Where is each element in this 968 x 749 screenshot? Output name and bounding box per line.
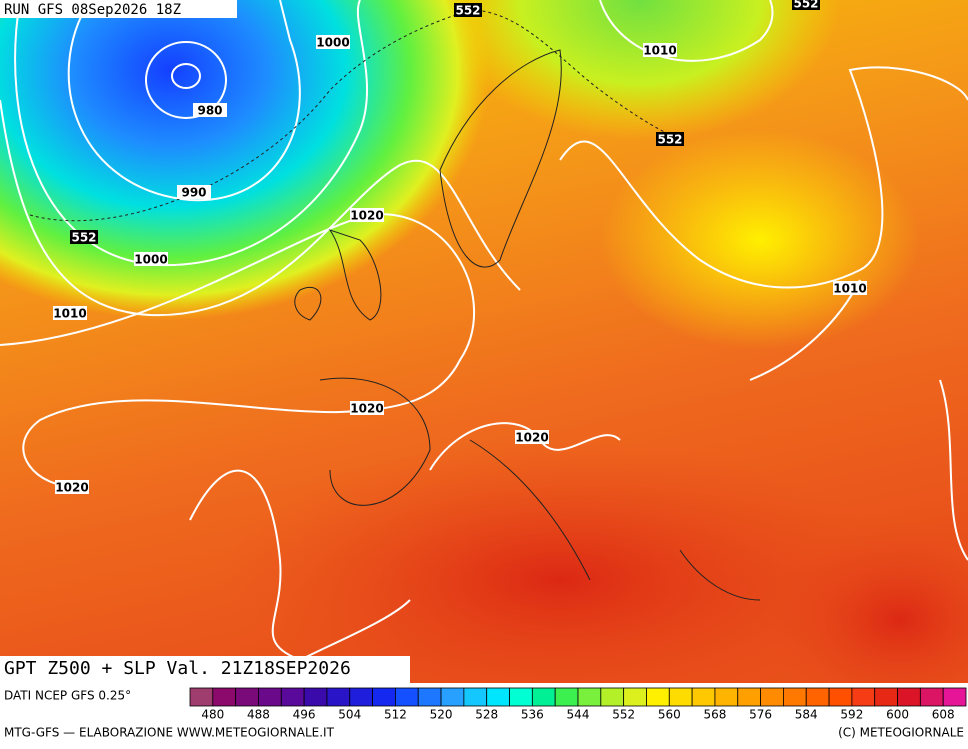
isobars bbox=[0, 0, 968, 660]
isobar-label: 1020 bbox=[55, 481, 88, 495]
map-field bbox=[0, 0, 968, 720]
isobar-label: 1010 bbox=[643, 44, 676, 58]
isobar-label-bg bbox=[193, 103, 227, 117]
colorbar-swatch bbox=[235, 687, 259, 707]
isobar-label-bg bbox=[53, 306, 87, 320]
colorbar-swatch bbox=[417, 687, 442, 707]
colorbar-tick-label: 528 bbox=[475, 708, 498, 722]
colorbar-tick-label: 592 bbox=[840, 708, 863, 722]
colorbar-tick-label: 480 bbox=[201, 708, 224, 722]
colorbar-tick-label: 496 bbox=[293, 708, 316, 722]
colorbar-tick-label: 600 bbox=[886, 708, 909, 722]
colorbar-tick-label: 568 bbox=[703, 708, 726, 722]
z500-label-bg bbox=[70, 230, 98, 244]
z500-label: 552 bbox=[793, 0, 818, 11]
footer-right: (C) METEOGIORNALE bbox=[838, 726, 964, 740]
colorbar-tick-label: 520 bbox=[430, 708, 453, 722]
colorbar-swatch bbox=[577, 687, 602, 707]
colorbar-tick-label: 608 bbox=[932, 708, 955, 722]
colorbar-swatch bbox=[874, 687, 898, 707]
colorbar-swatch bbox=[509, 687, 533, 707]
z500-label-bg bbox=[792, 0, 820, 10]
z500-contours bbox=[29, 9, 681, 222]
z500-label: 552 bbox=[657, 133, 682, 147]
colorbar-tick-label: 552 bbox=[612, 708, 635, 722]
title-box bbox=[0, 656, 410, 683]
colorbar-swatch bbox=[303, 687, 328, 707]
colorbar-swatch bbox=[212, 687, 237, 707]
colorbar-swatch bbox=[737, 687, 761, 707]
colorbar-swatch bbox=[531, 687, 556, 707]
z500-label: 552 bbox=[71, 231, 96, 245]
isobar-label-bg bbox=[643, 43, 677, 57]
colorbar-tick-label: 536 bbox=[521, 708, 544, 722]
colorbar-swatch bbox=[554, 687, 579, 707]
isobar-label: 1020 bbox=[515, 431, 548, 445]
z500-label-bg bbox=[656, 132, 684, 146]
colorbar-swatch bbox=[919, 687, 944, 707]
colorbar-swatch bbox=[258, 687, 282, 707]
colorbar-swatch bbox=[668, 687, 693, 707]
header-run: RUN GFS 08Sep2026 18Z bbox=[4, 2, 181, 18]
isobar-label-bg bbox=[833, 281, 867, 295]
colorbar-swatch bbox=[189, 687, 214, 707]
colorbar-swatch bbox=[463, 687, 488, 707]
colorbar-swatch bbox=[440, 687, 465, 707]
colorbar-tick-label: 488 bbox=[247, 708, 270, 722]
isobar-label-bg bbox=[350, 401, 384, 415]
colorbar-swatch bbox=[897, 687, 921, 707]
isobar-label-bg bbox=[55, 480, 89, 494]
colorbar-swatch bbox=[486, 687, 510, 707]
isobar-label: 1000 bbox=[316, 36, 349, 50]
colorbar-swatch bbox=[942, 687, 967, 707]
colorbar-swatch bbox=[395, 687, 419, 707]
coastlines bbox=[294, 49, 761, 601]
colorbar-tick-label: 560 bbox=[658, 708, 681, 722]
colorbar-tick-label: 504 bbox=[338, 708, 361, 722]
isobar-label: 1000 bbox=[134, 253, 167, 267]
colorbar-swatch bbox=[828, 687, 853, 707]
colorbar-swatch bbox=[280, 687, 305, 707]
header-box bbox=[0, 0, 237, 18]
colorbar-swatch bbox=[783, 687, 807, 707]
colorbar-swatch bbox=[851, 687, 876, 707]
colorbar-swatch bbox=[349, 687, 373, 707]
data-source: DATI NCEP GFS 0.25° bbox=[4, 689, 131, 703]
isobar-label-bg bbox=[316, 35, 350, 49]
colorbar-swatch bbox=[805, 687, 830, 707]
isobar-label-bg bbox=[515, 430, 549, 444]
colorbar-swatch bbox=[623, 687, 647, 707]
colorbar-tick-label: 576 bbox=[749, 708, 772, 722]
isobar-label-bg bbox=[177, 185, 211, 199]
isobar-label: 1020 bbox=[350, 402, 383, 416]
isobar-label: 1010 bbox=[53, 307, 86, 321]
colorbar-swatch bbox=[714, 687, 739, 707]
isobar-label: 1020 bbox=[350, 209, 383, 223]
colorbar-swatch bbox=[600, 687, 625, 707]
isobar-label-bg bbox=[134, 252, 168, 266]
z500-label: 552 bbox=[455, 4, 480, 18]
isobar-label: 980 bbox=[197, 104, 222, 118]
colorbar-tick-label: 584 bbox=[795, 708, 818, 722]
colorbar-swatch bbox=[326, 687, 351, 707]
colorbar-swatch bbox=[646, 687, 670, 707]
colorbar-swatch bbox=[372, 687, 396, 707]
colorbar-swatch bbox=[691, 687, 716, 707]
isobar-label-bg bbox=[350, 208, 384, 222]
isobar-label: 1010 bbox=[833, 282, 866, 296]
colorbar-swatch bbox=[760, 687, 784, 707]
colorbar-tick-label: 512 bbox=[384, 708, 407, 722]
isobar-label: 990 bbox=[181, 186, 206, 200]
footer-left: MTG-GFS — ELABORAZIONE WWW.METEOGIORNALE… bbox=[4, 726, 335, 740]
colorbar-tick-label: 544 bbox=[567, 708, 590, 722]
z500-label-bg bbox=[454, 3, 482, 17]
map-title: GPT Z500 + SLP Val. 21Z18SEP2026 bbox=[4, 658, 351, 679]
